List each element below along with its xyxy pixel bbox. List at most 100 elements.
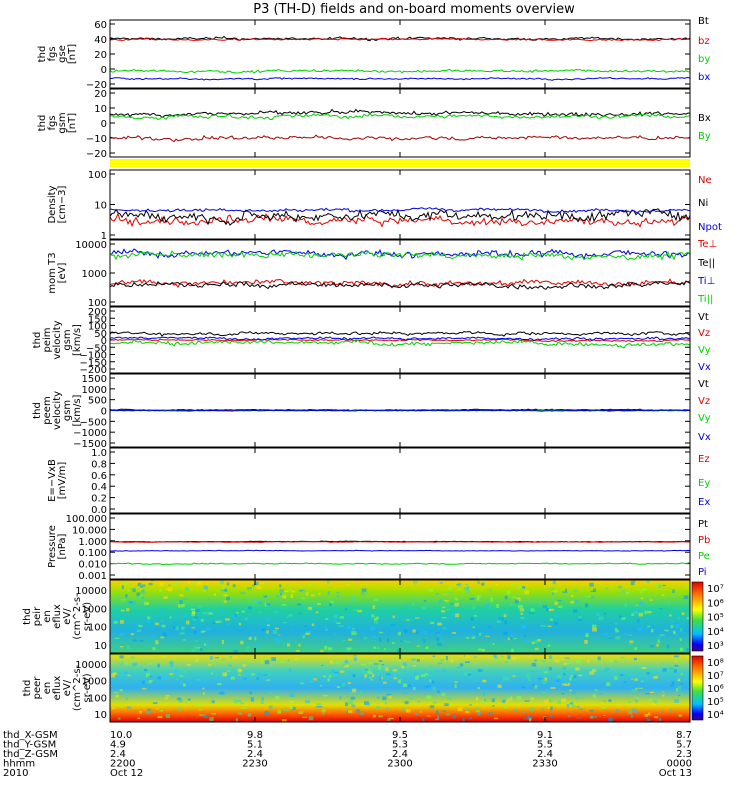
spectrogram-texture: [127, 600, 131, 605]
spectrogram-texture: [519, 608, 525, 612]
spectrogram-texture: [614, 660, 618, 663]
spectrogram-texture: [423, 638, 426, 643]
y-tick-label: 1000: [82, 604, 107, 615]
spectrogram-texture: [276, 595, 280, 598]
spectrogram-texture: [452, 714, 457, 719]
spectrogram-texture: [265, 603, 271, 606]
spectrogram-texture: [288, 668, 292, 673]
spectrogram-texture: [328, 675, 332, 678]
spectrogram-texture: [344, 702, 349, 706]
spectrogram-texture: [405, 619, 410, 621]
spectrogram-texture: [368, 662, 373, 665]
spectrogram-texture: [437, 622, 442, 626]
panel-peem-velocity: thd peem velocity gsm [km/s] 150010005000−500…: [32, 373, 711, 450]
series-line-Pb: [109, 540, 691, 543]
spectrogram-texture: [542, 605, 547, 609]
spectrogram-texture: [119, 655, 124, 659]
spectrogram-texture: [152, 647, 156, 651]
y-tick-label: 1.0: [91, 448, 107, 459]
spectrogram-texture: [139, 680, 142, 684]
spectrogram-texture: [301, 588, 306, 593]
spectrogram-texture: [279, 584, 282, 588]
spectrogram-texture: [575, 599, 579, 604]
spectrogram-texture: [464, 661, 470, 664]
spectrogram-texture: [476, 696, 479, 701]
spectrogram-texture: [233, 649, 238, 653]
spectrogram-texture: [196, 702, 201, 707]
spectrogram-texture: [549, 588, 555, 590]
spectrogram-texture: [592, 694, 596, 698]
spectrogram-texture: [136, 592, 141, 597]
spectrogram-texture: [507, 637, 511, 641]
spectrogram-texture: [165, 695, 170, 697]
spectrogram-texture: [151, 580, 155, 582]
spectrogram-texture: [589, 582, 594, 587]
spectrogram-texture: [446, 608, 451, 611]
spectrogram-texture: [565, 684, 570, 687]
spectrogram-texture: [147, 616, 151, 620]
y-tick-label: 1.000: [78, 537, 107, 548]
spectrogram-texture: [439, 659, 444, 661]
spectrogram-texture: [563, 662, 568, 665]
spectrogram-texture: [209, 656, 214, 660]
y-tick-label: 10: [94, 641, 107, 652]
spectrogram-texture: [531, 641, 535, 644]
spectrogram-texture: [117, 717, 121, 720]
y-axis-label: velocity: [52, 391, 63, 430]
legend-label: bx: [698, 72, 710, 83]
spectrogram-texture: [416, 645, 420, 647]
spectrogram-texture: [569, 702, 573, 705]
y-tick-label: 100: [88, 322, 107, 333]
spectrogram-texture: [132, 662, 138, 666]
colorbar-label: 10⁸: [707, 658, 724, 669]
colorbar: [691, 655, 704, 721]
spectrogram-texture: [444, 703, 449, 707]
y-tick-label: 0: [101, 407, 107, 418]
spectrogram-texture: [448, 586, 452, 591]
spectrogram-texture: [620, 673, 624, 676]
y-axis-label: [nT]: [67, 44, 78, 64]
ephemeris-value: 4.9: [110, 740, 126, 751]
spectrogram-texture: [450, 602, 454, 605]
spectrogram-texture: [605, 587, 609, 590]
series-line-Pe: [109, 562, 691, 566]
spectrogram-texture: [194, 616, 199, 619]
spectrogram-texture: [468, 717, 472, 720]
legend-label: Ti⊥: [697, 276, 715, 287]
spectrogram-texture: [662, 668, 667, 672]
spectrogram-texture: [620, 656, 625, 659]
spectrogram-texture: [267, 624, 270, 627]
spectrogram-texture: [169, 660, 174, 664]
spectrogram-texture: [370, 626, 375, 631]
spectrogram-texture: [345, 584, 350, 586]
spectrogram-texture: [238, 622, 242, 626]
spectrogram-texture: [336, 595, 340, 598]
spectrogram-texture: [477, 711, 481, 716]
spectrogram-texture: [397, 659, 401, 662]
spectrogram-texture: [681, 612, 685, 616]
spectrogram-texture: [524, 639, 528, 643]
spectrogram-texture: [417, 700, 421, 703]
spectrogram-texture: [311, 623, 315, 627]
spectrogram-texture: [331, 669, 335, 674]
spectrogram-texture: [439, 581, 443, 584]
spectrogram-texture: [661, 663, 665, 666]
colorbar-label: 10⁵: [707, 697, 724, 708]
series-line-Npot: [109, 207, 691, 214]
spectrogram-texture: [668, 667, 673, 670]
legend-label: Bx: [698, 113, 711, 124]
spectrogram-texture: [673, 669, 677, 673]
spectrogram-texture: [433, 701, 437, 704]
spectrogram-texture: [295, 649, 300, 652]
spectrogram-texture: [565, 682, 568, 684]
spectrogram-texture: [435, 718, 439, 721]
spectrogram-texture: [244, 714, 248, 716]
spectrogram-texture: [522, 586, 526, 589]
y-axis-label: gsm: [62, 329, 73, 350]
ephemeris-row-label: thd_Y-GSM: [3, 740, 56, 751]
spectrogram-texture: [220, 589, 226, 593]
spectrogram-texture: [404, 605, 408, 609]
spectrogram-texture: [639, 601, 643, 606]
